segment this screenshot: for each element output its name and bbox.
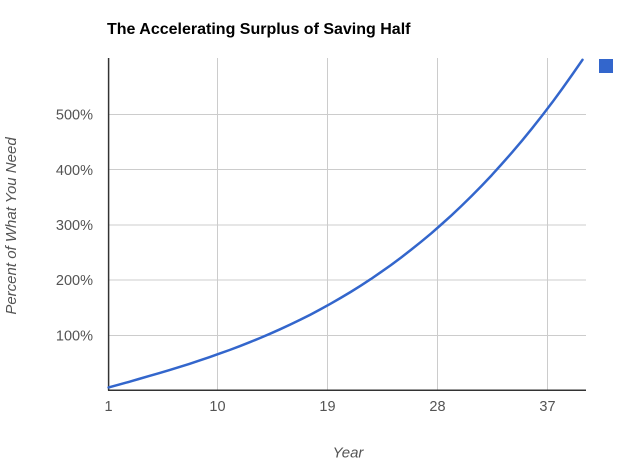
- svg-text:200%: 200%: [56, 273, 93, 289]
- svg-text:10: 10: [209, 399, 225, 415]
- svg-text:The Accelerating Surplus of Sa: The Accelerating Surplus of Saving Half: [107, 21, 411, 38]
- svg-text:Percent of What You Need: Percent of What You Need: [3, 137, 20, 315]
- svg-text:Year: Year: [333, 445, 365, 462]
- svg-text:1: 1: [105, 399, 113, 415]
- svg-text:28: 28: [429, 399, 445, 415]
- svg-text:500%: 500%: [56, 108, 93, 124]
- svg-text:100%: 100%: [56, 329, 93, 345]
- svg-text:400%: 400%: [56, 163, 93, 179]
- svg-text:37: 37: [539, 399, 555, 415]
- svg-text:19: 19: [319, 399, 335, 415]
- svg-text:300%: 300%: [56, 218, 93, 234]
